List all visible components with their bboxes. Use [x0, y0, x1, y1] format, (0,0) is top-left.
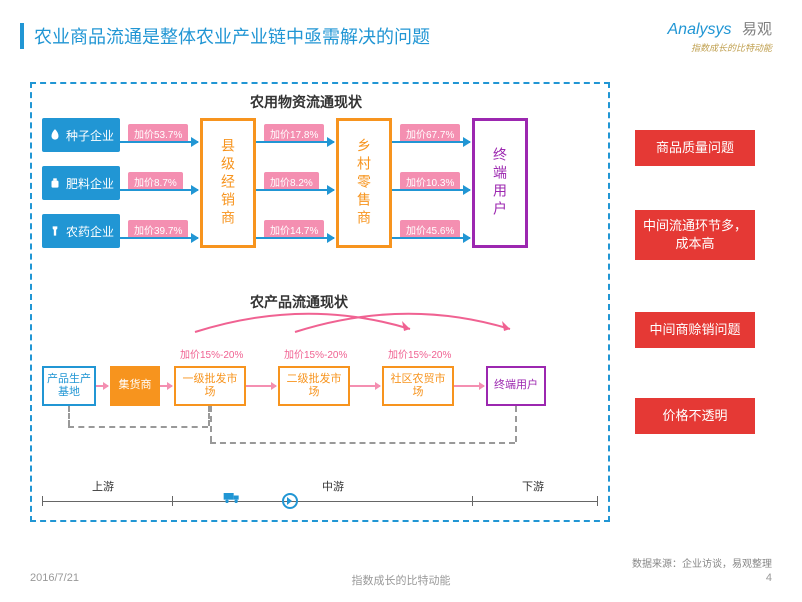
logo-cn: 易观 [742, 21, 772, 38]
arrow-1-2 [120, 189, 198, 191]
footer: 2016/7/21 指数成长的比特动能 4 [0, 572, 802, 592]
village-retailer: 乡村零售商 [336, 118, 392, 248]
pesticide-icon [48, 224, 62, 238]
tick-1 [42, 496, 43, 506]
dash-2v [210, 406, 212, 442]
node-base: 产品生产基地 [42, 366, 96, 406]
logo: Analysys 易观 指数成长的比特动能 [668, 18, 773, 54]
dash-1 [68, 426, 208, 428]
arrow-3-3 [392, 237, 470, 239]
btm-markup-3: 加价15%-20% [388, 346, 451, 361]
arrow-2-2 [256, 189, 334, 191]
dash-1v [68, 406, 70, 426]
seed-icon [48, 128, 62, 142]
arrow-2-3 [256, 237, 334, 239]
arrow-3-1 [392, 141, 470, 143]
dash-2 [210, 442, 515, 444]
node-wholesale2: 二级批发市场 [278, 366, 350, 406]
arrow-3-2 [392, 189, 470, 191]
issue-price: 价格不透明 [635, 398, 755, 434]
source-seeds-label: 种子企业 [66, 127, 114, 144]
arrow-1-1 [120, 141, 198, 143]
timeline-line [42, 501, 598, 502]
tick-4 [597, 496, 598, 506]
county-dealer: 县级经销商 [200, 118, 256, 248]
node-wholesale1: 一级批发市场 [174, 366, 246, 406]
diagram-area: 农用物资流通现状 种子企业 肥料企业 农药企业 加价53.7% 加价8.7% 加… [30, 82, 772, 532]
source-fertilizer-label: 肥料企业 [66, 175, 114, 192]
source-pesticide-label: 农药企业 [66, 223, 114, 240]
btm-markup-2: 加价15%-20% [284, 346, 347, 361]
barrow-2 [160, 385, 172, 387]
top-section-title: 农用物资流通现状 [250, 92, 362, 112]
data-source: 数据来源：企业访谈，易观整理 [632, 555, 772, 570]
issue-cost: 中间流通环节多，成本高 [635, 210, 755, 260]
source-seeds: 种子企业 [42, 118, 120, 152]
arrow-2-1 [256, 141, 334, 143]
issue-quality: 商品质量问题 [635, 130, 755, 166]
slide-title: 农业商品流通是整体农业产业链中亟需解决的问题 [34, 23, 430, 49]
footer-page: 4 [766, 572, 772, 584]
logo-tagline: 指数成长的比特动能 [668, 41, 773, 54]
source-fertilizer: 肥料企业 [42, 166, 120, 200]
barrow-3 [246, 385, 276, 387]
barrow-5 [454, 385, 484, 387]
title-wrap: 农业商品流通是整体农业产业链中亟需解决的问题 [20, 23, 430, 49]
title-accent-bar [20, 23, 24, 49]
node-collector: 集货商 [110, 366, 160, 406]
barrow-4 [350, 385, 380, 387]
bottom-section-title: 农产品流通现状 [250, 292, 348, 312]
slide-header: 农业商品流通是整体农业产业链中亟需解决的问题 Analysys 易观 指数成长的… [0, 0, 802, 62]
tick-3 [472, 496, 473, 506]
truck-icon [222, 491, 242, 505]
barrow-1 [96, 385, 108, 387]
footer-center: 指数成长的比特动能 [0, 572, 802, 588]
btm-markup-1: 加价15%-20% [180, 346, 243, 361]
node-community: 社区农贸市场 [382, 366, 454, 406]
source-pesticide: 农药企业 [42, 214, 120, 248]
logo-en: Analysys [668, 21, 732, 38]
fertilizer-icon [48, 176, 62, 190]
tl-downstream: 下游 [522, 478, 544, 494]
dash-2v2 [515, 406, 517, 442]
issue-credit: 中间商赊销问题 [635, 312, 755, 348]
tl-midstream: 中游 [322, 478, 344, 494]
tl-upstream: 上游 [92, 478, 114, 494]
end-user-top: 终端用户 [472, 118, 528, 248]
node-enduser: 终端用户 [486, 366, 546, 406]
tick-2 [172, 496, 173, 506]
timeline: 上游 中游 下游 [42, 490, 598, 514]
cycle-icon [282, 493, 298, 509]
arrow-1-3 [120, 237, 198, 239]
